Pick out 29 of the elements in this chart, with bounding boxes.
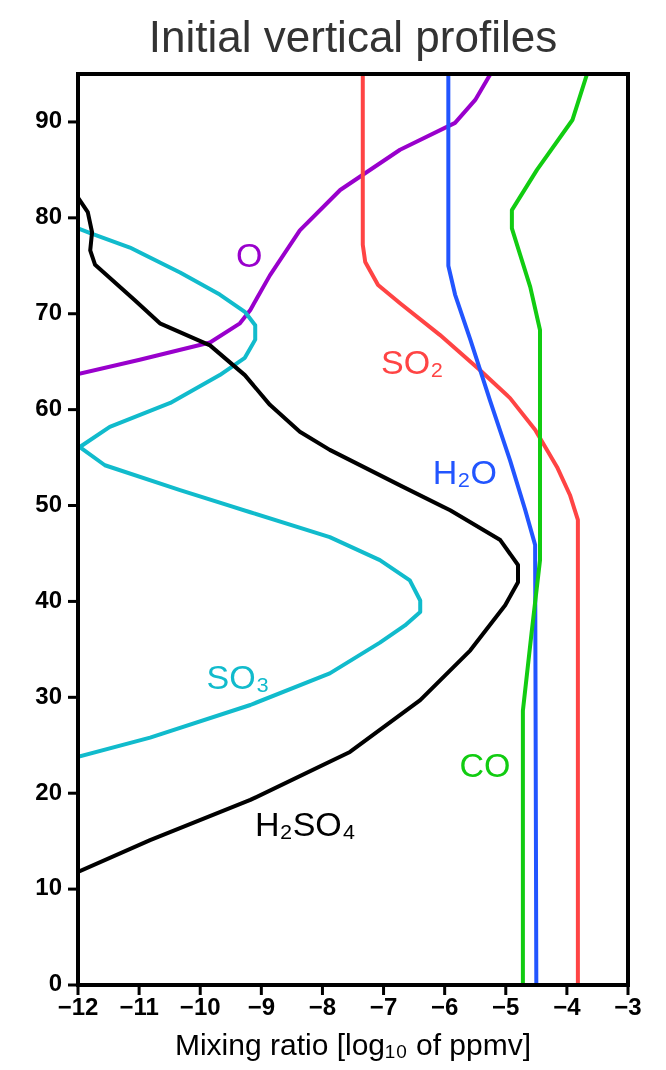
y-tick-label: 80: [35, 202, 62, 230]
y-tick-label: 10: [35, 873, 62, 901]
x-tick-label: −11: [119, 993, 159, 1020]
x-tick-label: −9: [247, 993, 276, 1020]
line-series: [360, 74, 580, 985]
x-tick-label: −5: [492, 993, 520, 1020]
y-tick-label: 90: [35, 106, 62, 134]
series-label: O: [235, 236, 263, 275]
chart-title: Initial vertical profiles: [148, 12, 558, 61]
y-tick-label: 20: [35, 777, 62, 805]
series-label: H₂SO₄: [254, 804, 356, 843]
series-label: CO: [459, 746, 511, 785]
line-series: [78, 74, 492, 377]
y-tick-label: 30: [35, 681, 62, 709]
y-tick-label: 60: [35, 393, 62, 421]
x-tick-label: −3: [614, 993, 642, 1020]
series-label: SO₂: [381, 342, 444, 381]
y-tick-label: 70: [35, 298, 62, 326]
x-tick-label: −10: [179, 993, 221, 1020]
x-tick-label: −6: [430, 993, 459, 1020]
x-tick-label: −8: [308, 993, 337, 1020]
x-tick-label: −4: [553, 993, 582, 1020]
y-tick-label: 50: [35, 489, 62, 517]
x-tick-label: −7: [369, 993, 398, 1020]
series-label: H₂O: [432, 452, 497, 491]
x-axis-title: Mixing ratio [log₁₀ of ppmv]: [174, 1028, 532, 1061]
line-series: [509, 74, 590, 985]
series-label: SO₃: [206, 658, 270, 697]
y-tick-label: 40: [35, 585, 62, 613]
